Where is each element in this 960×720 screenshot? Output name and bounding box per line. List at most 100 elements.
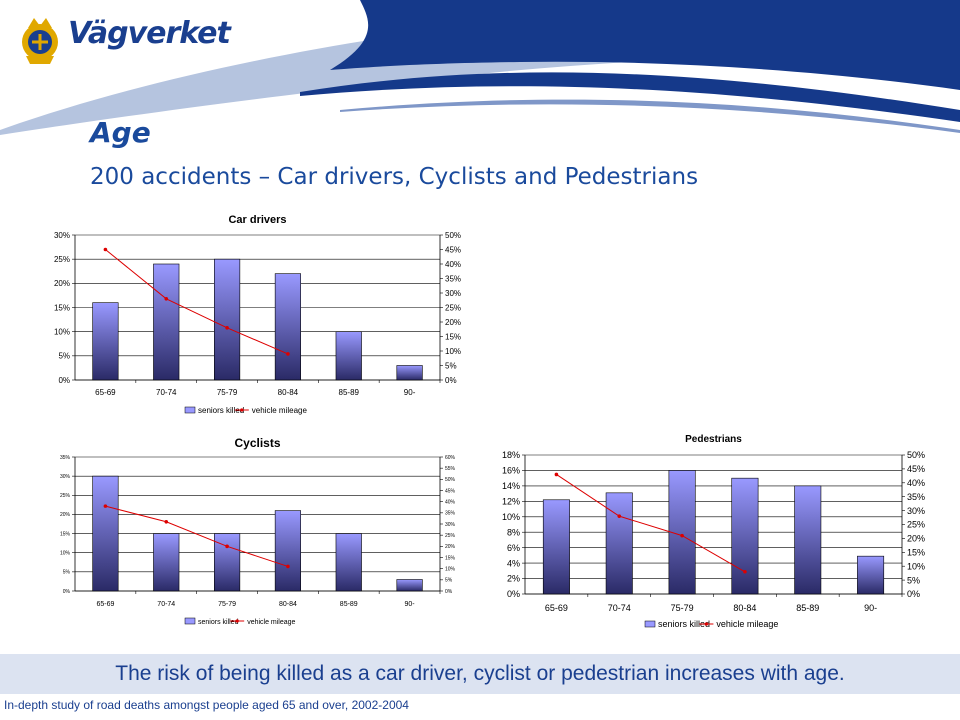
legend-swatch-point xyxy=(704,622,708,626)
crown-emblem-icon xyxy=(22,18,58,64)
y-left-tick-label: 12% xyxy=(502,496,520,506)
bar-seniors-killed xyxy=(153,533,180,592)
y-right-tick-label: 20% xyxy=(445,318,461,327)
point-vehicle-mileage xyxy=(743,569,747,574)
y-right-tick-label: 25% xyxy=(445,303,461,312)
chart-title: Car drivers xyxy=(228,214,286,226)
bar-seniors-killed xyxy=(274,510,301,592)
legend-label: seniors killed xyxy=(658,619,710,629)
y-left-tick-label: 6% xyxy=(507,543,520,553)
legend-label: vehicle mileage xyxy=(716,619,778,629)
y-right-tick-label: 10% xyxy=(445,566,456,572)
point-vehicle-mileage xyxy=(164,297,169,301)
header-stripe-thin xyxy=(340,99,960,133)
y-right-tick-label: 35% xyxy=(445,511,456,517)
bar-seniors-killed xyxy=(335,533,362,592)
y-right-tick-label: 35% xyxy=(907,492,925,502)
y-right-tick-label: 15% xyxy=(445,555,456,561)
y-left-tick-label: 8% xyxy=(507,527,520,537)
point-vehicle-mileage xyxy=(680,533,684,538)
bar-seniors-killed xyxy=(214,258,241,381)
y-right-tick-label: 50% xyxy=(907,450,925,460)
y-left-tick-label: 16% xyxy=(502,466,520,476)
x-category-label: 70-74 xyxy=(608,603,631,613)
x-category-label: 65-69 xyxy=(96,601,114,608)
bar-seniors-killed xyxy=(857,555,885,595)
legend-swatch-point xyxy=(235,619,239,623)
bar-seniors-killed xyxy=(92,475,119,592)
y-left-tick-label: 5% xyxy=(63,570,71,576)
conclusion-banner: The risk of being killed as a car driver… xyxy=(0,654,960,694)
y-right-tick-label: 40% xyxy=(445,260,461,269)
page-subtitle: 200 accidents – Car drivers, Cyclists an… xyxy=(90,164,699,190)
y-right-tick-label: 5% xyxy=(907,575,920,585)
brand-logo-text: Vägverket xyxy=(68,16,231,51)
x-category-label: 75-79 xyxy=(218,601,236,608)
y-left-tick-label: 25% xyxy=(54,255,70,264)
header-decoration xyxy=(0,0,960,135)
legend-label: seniors killed xyxy=(198,406,244,415)
point-vehicle-mileage xyxy=(554,472,559,477)
x-category-label: 85-89 xyxy=(340,601,358,608)
line-vehicle-mileage xyxy=(105,249,289,355)
y-right-tick-label: 20% xyxy=(445,544,456,550)
y-right-tick-label: 5% xyxy=(445,578,453,584)
y-right-tick-label: 10% xyxy=(445,347,461,356)
bar-seniors-killed xyxy=(668,470,696,595)
x-category-label: 90- xyxy=(864,603,877,613)
y-left-tick-label: 14% xyxy=(502,481,520,491)
header-stripe xyxy=(300,72,960,122)
point-vehicle-mileage xyxy=(225,544,229,549)
chart-cyclists: Cyclists 0% 5% 10% 15% 20% 25% 30% 35% 0% 5% 10% 15%… xyxy=(60,436,456,626)
y-left-tick-label: 30% xyxy=(54,231,70,240)
x-category-label: 65-69 xyxy=(95,388,116,397)
bar-seniors-killed xyxy=(542,499,570,595)
y-left-tick-label: 0% xyxy=(63,589,71,595)
y-right-tick-label: 50% xyxy=(445,231,461,240)
y-left-tick-label: 20% xyxy=(60,512,71,518)
x-category-label: 80-84 xyxy=(733,603,756,613)
legend-label: seniors killed xyxy=(198,619,239,626)
x-category-label: 65-69 xyxy=(545,603,568,613)
y-right-tick-label: 0% xyxy=(445,376,457,385)
bar-seniors-killed xyxy=(153,263,180,381)
legend-label: vehicle mileage xyxy=(247,619,295,626)
bar-seniors-killed xyxy=(274,273,301,381)
chart-car-drivers: Car drivers 0% 5% 10% 15% 20% 25% 30% 0% 5% 10% 15%… xyxy=(54,214,461,415)
x-category-label: 90- xyxy=(404,388,416,397)
y-right-tick-label: 15% xyxy=(445,332,461,341)
x-category-label: 90- xyxy=(405,601,416,608)
line-vehicle-mileage xyxy=(556,474,746,573)
y-right-tick-label: 20% xyxy=(907,534,925,544)
chart-title: Pedestrians xyxy=(685,434,742,445)
y-left-tick-label: 2% xyxy=(507,574,520,584)
x-category-label: 85-89 xyxy=(796,603,819,613)
chart-title: Cyclists xyxy=(234,436,280,450)
bar-seniors-killed xyxy=(605,492,633,595)
footer-source: In-depth study of road deaths amongst pe… xyxy=(4,698,409,712)
y-left-tick-label: 15% xyxy=(60,531,71,537)
legend-swatch-bar xyxy=(184,406,196,414)
point-vehicle-mileage xyxy=(617,514,622,518)
y-right-tick-label: 40% xyxy=(445,499,456,505)
y-right-tick-label: 50% xyxy=(445,477,456,483)
y-left-tick-label: 25% xyxy=(60,493,71,499)
y-right-tick-label: 45% xyxy=(445,488,456,494)
line-vehicle-mileage xyxy=(105,505,289,567)
point-vehicle-mileage xyxy=(286,564,290,569)
legend-label: vehicle mileage xyxy=(252,406,308,415)
legend-swatch-point xyxy=(240,408,244,412)
y-right-tick-label: 5% xyxy=(445,361,457,370)
bar-seniors-killed xyxy=(92,302,119,381)
y-right-tick-label: 0% xyxy=(907,589,920,599)
x-category-label: 80-84 xyxy=(279,601,297,608)
point-vehicle-mileage xyxy=(103,504,108,508)
bar-seniors-killed xyxy=(396,579,423,592)
y-left-tick-label: 0% xyxy=(58,376,70,385)
y-left-tick-label: 20% xyxy=(54,279,70,288)
y-left-tick-label: 5% xyxy=(58,352,70,361)
y-right-tick-label: 10% xyxy=(907,561,925,571)
y-left-tick-label: 18% xyxy=(502,450,520,460)
y-right-tick-label: 35% xyxy=(445,274,461,283)
y-right-tick-label: 25% xyxy=(445,533,456,539)
